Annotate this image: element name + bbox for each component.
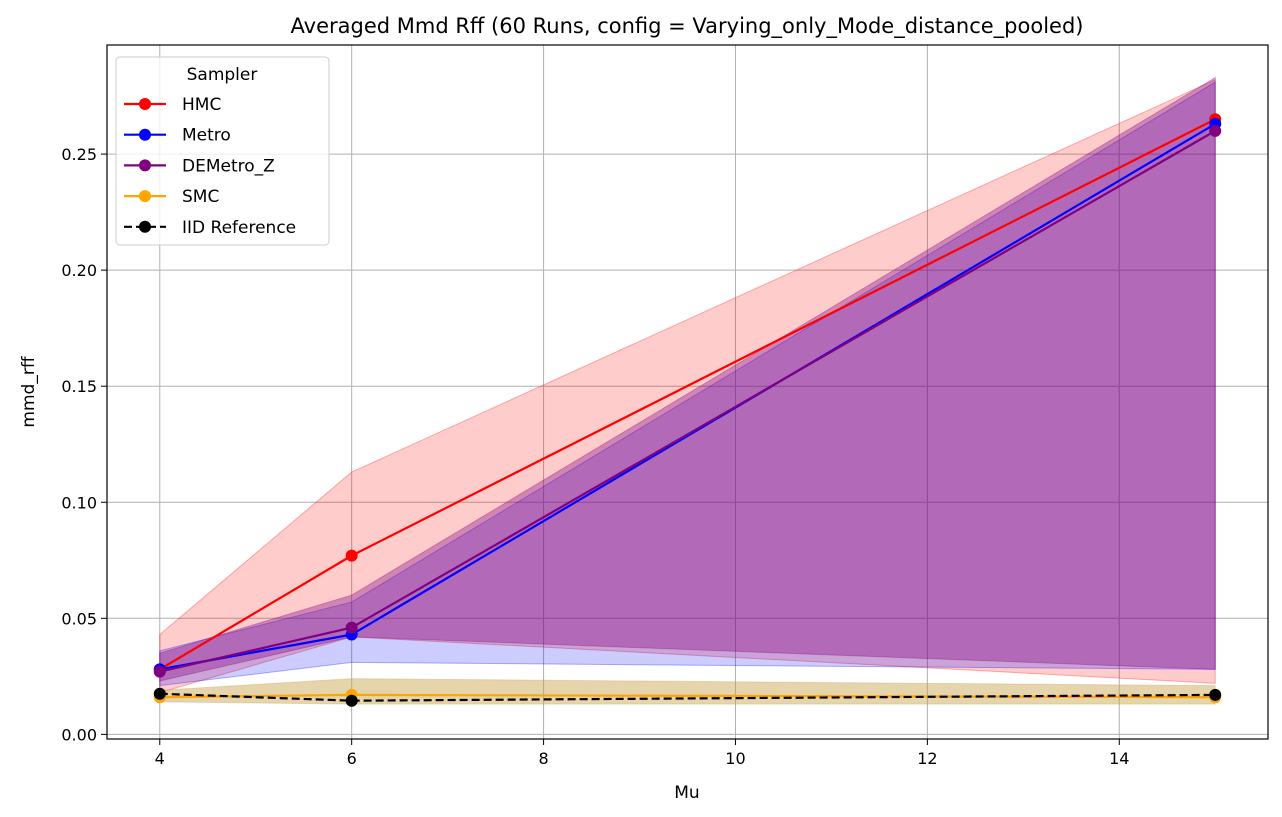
legend-metro-label: Metro: [182, 126, 231, 146]
legend-demetro-z-marker: [139, 159, 151, 172]
y-tick-label: 0.25: [61, 145, 97, 164]
legend-iid-reference-label: IID Reference: [182, 218, 296, 238]
x-tick-label: 10: [725, 749, 745, 768]
demetro-z-point: [345, 621, 358, 634]
x-tick-label: 12: [917, 749, 937, 768]
legend-smc-label: SMC: [182, 187, 219, 207]
x-axis-title: Mu: [674, 783, 699, 803]
x-axis: 4 6 8 10 12 14: [155, 739, 1129, 768]
legend-smc-marker: [139, 190, 151, 203]
y-axis: 0.00 0.05 0.10 0.15 0.20 0.25: [61, 145, 107, 744]
iid-reference-point: [1209, 688, 1222, 701]
x-tick-label: 14: [1109, 749, 1129, 768]
legend: Sampler HMC Metro DEMetro_Z SMC IID Referenc…: [115, 56, 330, 246]
demetro-z-band: [159, 76, 1216, 682]
legend-hmc-marker: [139, 98, 151, 110]
series-points: [153, 113, 1222, 707]
legend-iid-reference-marker: [139, 220, 151, 233]
legend-metro-marker: [139, 128, 151, 141]
y-tick-label: 0.05: [61, 609, 97, 628]
demetro-z-point: [1209, 124, 1222, 137]
x-tick-label: 8: [538, 749, 548, 768]
legend-hmc-label: HMC: [182, 95, 221, 115]
demetro-z-point: [153, 665, 166, 678]
chart-title: Averaged Mmd Rff (60 Runs, config = Vary…: [291, 14, 1084, 39]
y-tick-label: 0.20: [61, 261, 97, 280]
metro-band: [159, 81, 1216, 687]
y-tick-label: 0.00: [61, 725, 97, 744]
y-tick-label: 0.15: [61, 377, 97, 396]
x-tick-label: 4: [155, 749, 165, 768]
iid-reference-point: [153, 687, 166, 700]
y-tick-label: 0.10: [61, 493, 97, 512]
legend-items: HMC Metro DEMetro_Z SMC IID Reference: [124, 95, 296, 238]
plot-area: [106, 44, 1269, 740]
x-tick-label: 6: [347, 749, 357, 768]
iid-reference-point: [345, 694, 358, 707]
legend-title: Sampler: [187, 65, 258, 85]
legend-box: [115, 56, 330, 246]
plot-frame: [106, 44, 1269, 740]
legend-demetro-z-label: DEMetro_Z: [182, 156, 275, 176]
y-axis-title: mmd_rff: [19, 355, 39, 427]
hmc-point: [345, 549, 358, 562]
